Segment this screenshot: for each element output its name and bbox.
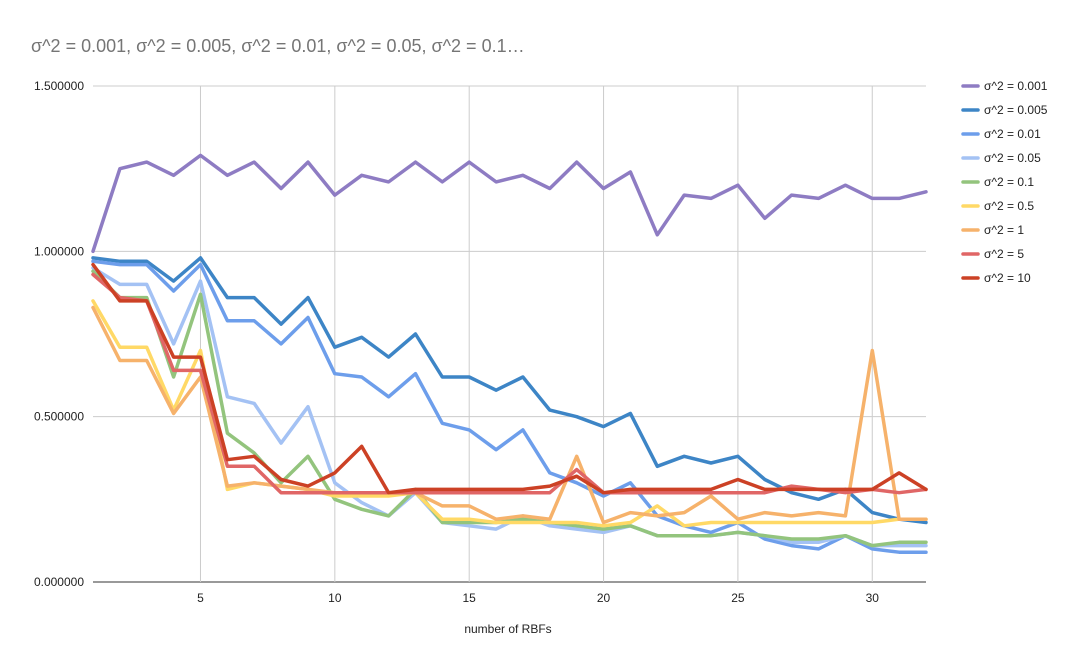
series-line-0 — [91, 153, 928, 254]
grid-lines — [93, 85, 926, 583]
y-axis-ticks: 0.000000 0.500000 1.000000 1.500000 — [34, 79, 84, 589]
series-line-8 — [91, 262, 928, 495]
series-line-6 — [91, 305, 928, 525]
x-axis-ticks: 5 10 15 20 25 30 — [197, 591, 879, 605]
legend: σ^2 = 0.001 σ^2 = 0.005 σ^2 = 0.01 σ^2 = 0.… — [961, 79, 1048, 285]
legend-label: σ^2 = 0.001 — [984, 79, 1048, 93]
legend-label: σ^2 = 0.005 — [984, 103, 1048, 117]
chart-title: σ^2 = 0.001, σ^2 = 0.005, σ^2 = 0.01, σ^… — [31, 36, 525, 56]
legend-label: σ^2 = 0.5 — [984, 199, 1034, 213]
y-tick-label: 1.500000 — [34, 79, 84, 93]
legend-label: σ^2 = 0.05 — [984, 151, 1041, 165]
x-tick-label: 5 — [197, 591, 204, 605]
legend-label: σ^2 = 1 — [984, 223, 1024, 237]
legend-label: σ^2 = 0.01 — [984, 127, 1041, 141]
x-axis-label: number of RBFs — [464, 622, 551, 636]
series-line-4 — [91, 269, 928, 548]
y-tick-label: 0.000000 — [34, 575, 84, 589]
legend-label: σ^2 = 0.1 — [984, 175, 1034, 189]
legend-label: σ^2 = 10 — [984, 271, 1031, 285]
x-tick-label: 30 — [866, 591, 880, 605]
x-tick-label: 20 — [597, 591, 611, 605]
x-tick-label: 15 — [463, 591, 477, 605]
series-line-2 — [91, 259, 928, 554]
y-tick-label: 1.000000 — [34, 244, 84, 258]
legend-label: σ^2 = 5 — [984, 247, 1024, 261]
series-line-7 — [91, 272, 928, 495]
x-tick-label: 25 — [731, 591, 745, 605]
series-line-3 — [91, 266, 928, 548]
series-lines — [91, 153, 928, 554]
y-tick-label: 0.500000 — [34, 410, 84, 424]
x-tick-label: 10 — [328, 591, 342, 605]
series-line-5 — [91, 299, 928, 528]
